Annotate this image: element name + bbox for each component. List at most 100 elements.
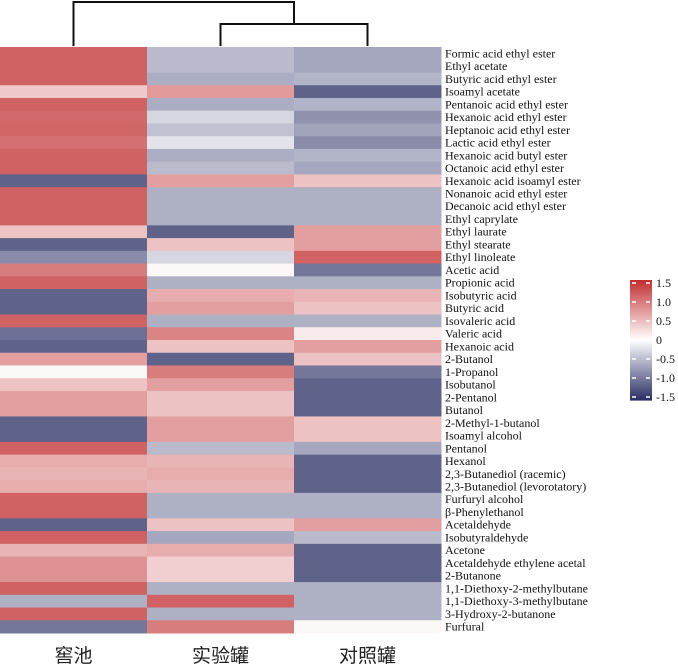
- row-label: Ethyl stearate: [445, 237, 511, 251]
- heatmap-cell: [294, 187, 442, 201]
- heatmap-cell: [294, 85, 442, 99]
- column-dendrogram: [72, 1, 369, 46]
- row-label: Acetaldehyde ethylene acetal: [445, 556, 586, 570]
- colorbar-segment: [630, 336, 652, 339]
- row-label: 2-Pentanol: [445, 390, 498, 404]
- colorbar-segment: [630, 392, 652, 395]
- heatmap-cell: [294, 238, 442, 252]
- colorbar-segment: [630, 344, 652, 347]
- row-label: Acetone: [445, 543, 485, 557]
- colorbar-segment: [630, 332, 652, 335]
- colorbar-segment: [630, 370, 652, 373]
- heatmap-cell: [294, 123, 442, 137]
- row-label: 2-Methyl-1-butanol: [445, 416, 540, 430]
- heatmap-cell: [294, 480, 442, 494]
- heatmap-cell: [147, 174, 295, 188]
- heatmap-cell: [147, 72, 295, 86]
- heatmap-cell: [0, 250, 148, 265]
- colorbar-segment: [630, 358, 652, 361]
- column-label: 实验罐: [192, 645, 249, 665]
- heatmap-cell: [294, 416, 442, 430]
- colorbar-segment: [630, 284, 652, 287]
- heatmap-cell: [147, 59, 295, 73]
- heatmap-cell: [294, 110, 442, 124]
- heatmap-cell: [0, 174, 148, 188]
- row-label: Hexanol: [445, 454, 486, 468]
- row-label: Isobutyraldehyde: [445, 530, 528, 544]
- colorbar-segment: [630, 354, 652, 357]
- heatmap-cell: [147, 301, 295, 316]
- heatmap-cell: [294, 352, 442, 366]
- colorbar-segment: [630, 372, 652, 375]
- colorbar-segment: [630, 340, 652, 343]
- colorbar-segment: [630, 302, 652, 305]
- colorbar-segment: [630, 388, 652, 391]
- heatmap-cell: [0, 47, 148, 61]
- colorbar-segment: [630, 382, 652, 385]
- heatmap-cell: [0, 607, 148, 621]
- heatmap-cell: [294, 454, 442, 468]
- row-label: Butyric acid: [445, 301, 504, 315]
- heatmap-cell: [147, 340, 295, 354]
- heatmap-cell: [294, 212, 442, 226]
- row-label: Isobutyric acid: [445, 288, 517, 302]
- heatmap-cell: [0, 161, 148, 175]
- heatmap-cell: [147, 314, 295, 328]
- colorbar-segment: [630, 330, 652, 333]
- heatmap-cell: [147, 505, 295, 519]
- heatmap-cell: [0, 594, 148, 609]
- heatmap-cell: [294, 199, 442, 214]
- heatmap-cell: [147, 276, 295, 290]
- heatmap-cell: [0, 314, 148, 328]
- row-label: Isoamyl acetate: [445, 85, 520, 99]
- heatmap-cell: [294, 569, 442, 583]
- heatmap-cell: [0, 467, 148, 481]
- colorbar-segment: [630, 394, 652, 397]
- row-label: Pentanoic acid ethyl ester: [445, 97, 568, 111]
- row-label: Isobutanol: [445, 378, 496, 392]
- row-label: Hexanoic acid ethyl ester: [445, 110, 567, 124]
- heatmap-cell: [294, 505, 442, 519]
- row-label: Furfuryl alcohol: [445, 492, 524, 506]
- colorbar-tick-label: 0.5: [656, 314, 671, 328]
- row-label: Ethyl linoleate: [445, 250, 515, 264]
- heatmap-cell: [294, 403, 442, 417]
- row-label: 1,1-Diethoxy-2-methylbutane: [445, 581, 588, 595]
- row-label: 2,3-Butanediol (levorotatory): [445, 480, 586, 494]
- heatmap-cell: [0, 378, 148, 392]
- heatmap-cell: [147, 582, 295, 596]
- colorbar-segment: [630, 396, 652, 399]
- heatmap-cell: [147, 212, 295, 226]
- heatmap-cell: [0, 85, 148, 99]
- heatmap-cell: [294, 607, 442, 621]
- colorbar-segment: [630, 334, 652, 337]
- row-label: Acetaldehyde: [445, 518, 511, 532]
- heatmap-cell: [294, 543, 442, 558]
- heatmap-cell: [147, 199, 295, 214]
- heatmap-cell: [0, 340, 148, 354]
- row-label: Hexanoic acid isoamyl ester: [445, 174, 581, 188]
- colorbar-segment: [630, 350, 652, 353]
- heatmap-cell: [147, 531, 295, 545]
- heatmap-cell: [0, 123, 148, 137]
- row-label: Ethyl caprylate: [445, 212, 518, 226]
- row-label: 2-Butanol: [445, 352, 494, 366]
- colorbar-segment: [630, 338, 652, 341]
- heatmap-cell: [0, 187, 148, 201]
- heatmap-cell: [147, 543, 295, 558]
- row-label: Valeric acid: [445, 327, 502, 341]
- heatmap-cell: [147, 327, 295, 341]
- row-label: Butanol: [445, 403, 484, 417]
- colorbar-segment: [630, 318, 652, 321]
- row-label: 2,3-Butanediol (racemic): [445, 467, 566, 481]
- heatmap-cell: [0, 352, 148, 366]
- column-label: 窖池: [54, 645, 92, 665]
- heatmap-cell: [0, 390, 148, 405]
- colorbar-segment: [630, 390, 652, 393]
- row-label: Hexanoic acid butyl ester: [445, 148, 567, 162]
- heatmap-cell: [147, 620, 295, 634]
- heatmap-cell: [294, 429, 442, 443]
- colorbar-segment: [630, 380, 652, 383]
- heatmap-cell: [0, 276, 148, 290]
- heatmap-cell: [0, 531, 148, 545]
